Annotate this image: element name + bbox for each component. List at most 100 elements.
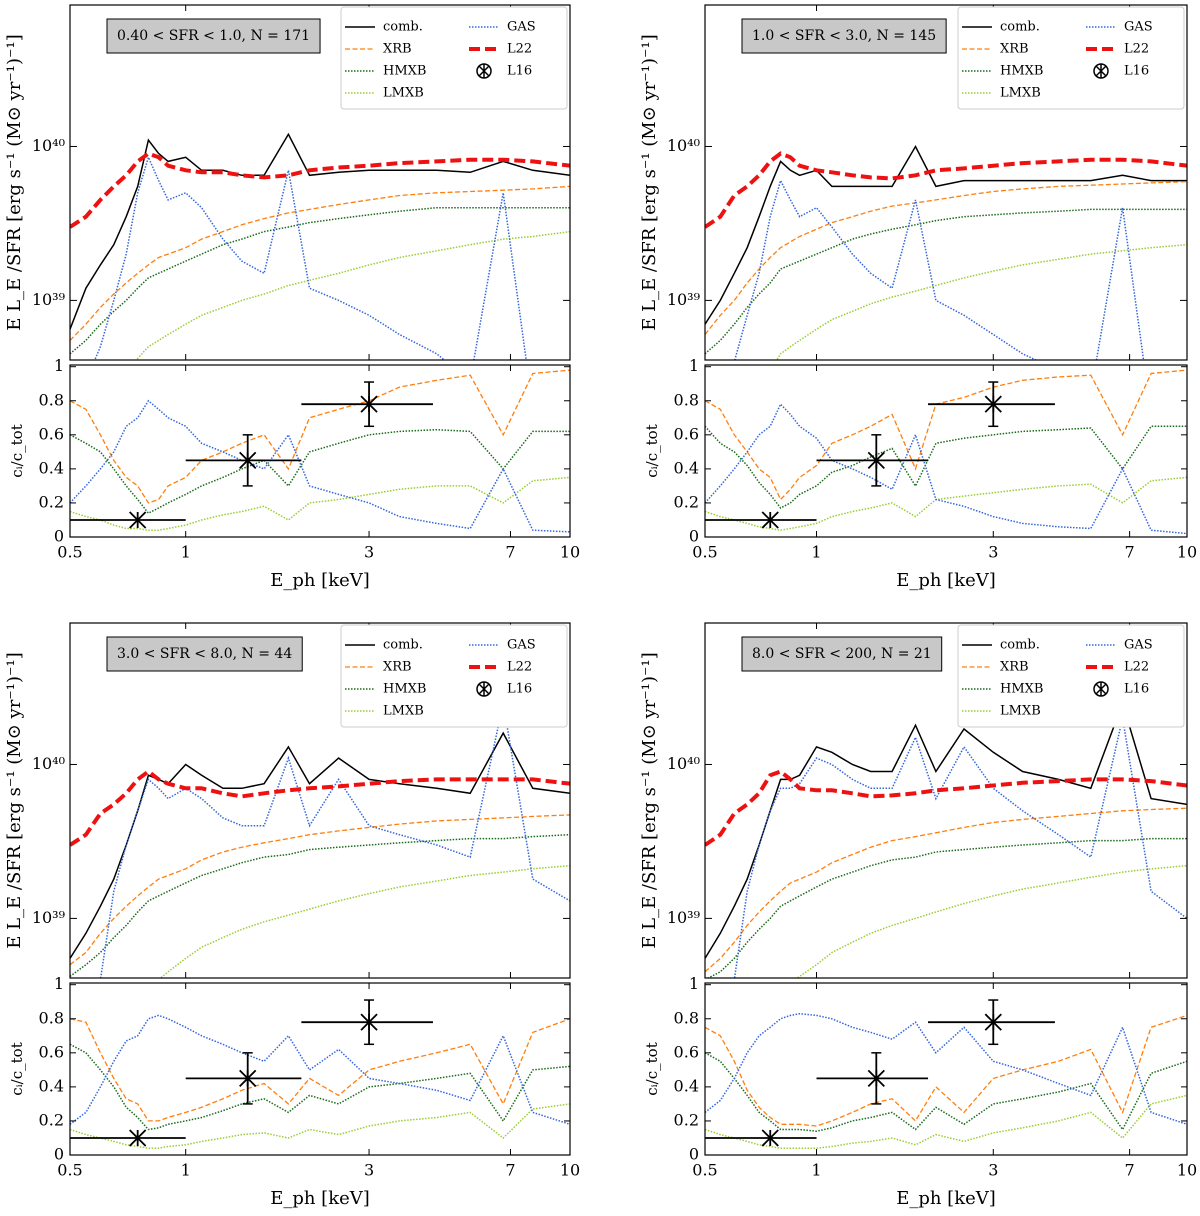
legend-label: comb. [1000, 20, 1040, 35]
x-axis-label: E_ph [keV] [270, 570, 370, 591]
legend-label: XRB [1000, 660, 1029, 675]
y-tick-label: 1 [689, 356, 699, 375]
spectrum-line [705, 807, 1187, 973]
spectrum-line [70, 132, 570, 330]
reference-marker [984, 395, 1002, 413]
reference-marker [129, 511, 147, 529]
axes-frame [704, 364, 1188, 538]
axes-frame [704, 4, 1188, 361]
y-tick-label: 10³⁹ [667, 290, 701, 309]
spectrum-line [733, 178, 1145, 360]
legend-label: HMXB [1000, 682, 1043, 697]
axes-frame [69, 622, 571, 979]
legend-label: L16 [507, 682, 532, 697]
legend-label: XRB [383, 42, 412, 57]
legend-label: LMXB [383, 704, 424, 719]
y-tick-label: 0.4 [39, 458, 64, 477]
legend-label: GAS [507, 20, 536, 35]
x-tick-label: 3 [364, 1161, 374, 1180]
panel: 0.5 1 3 7 10 10³⁹ 10⁴⁰ 0 0.2 0.4 0.6 0.8 1 E L_E /SFR… [639, 622, 1197, 1209]
x-tick-label: 1 [811, 543, 821, 562]
y-axis-label: cᵢ/c_tot [643, 1042, 661, 1095]
annotation-box [106, 636, 303, 672]
legend-label: L22 [1124, 660, 1149, 675]
reference-marker [761, 1129, 779, 1147]
spectrum-line [70, 185, 570, 341]
legend-box [957, 624, 1185, 728]
fraction-line [70, 476, 570, 531]
legend-box [340, 624, 568, 728]
y-tick-label: 0 [54, 527, 64, 546]
y-tick-label: 10³⁹ [32, 908, 66, 927]
legend-label: comb. [383, 20, 423, 35]
spectrum-line [135, 230, 570, 360]
x-tick-label: 0.5 [57, 543, 82, 562]
y-axis-label: E L_E /SFR [erg s⁻¹ (M⊙ yr⁻¹)⁻¹] [4, 34, 25, 331]
y-tick-label: 10³⁹ [667, 908, 701, 927]
y-tick-label: 0.2 [39, 1110, 64, 1129]
axes-frame [69, 982, 571, 1156]
fraction-line [70, 1103, 570, 1149]
reference-marker [239, 451, 257, 470]
fraction-line [705, 476, 1187, 531]
x-tick-label: 10 [560, 543, 580, 562]
legend-swatch [478, 682, 490, 696]
fraction-line [70, 1018, 570, 1122]
legend-box [957, 6, 1185, 110]
fraction-line [70, 1014, 570, 1126]
y-tick-label: 1 [54, 974, 64, 993]
fraction-line [70, 369, 570, 504]
legend-label: LMXB [1000, 704, 1041, 719]
y-axis-label: cᵢ/c_tot [8, 424, 26, 477]
axes-frame [69, 364, 571, 538]
legend-swatch [478, 64, 490, 78]
y-axis-label: E L_E /SFR [erg s⁻¹ (M⊙ yr⁻¹)⁻¹] [639, 652, 660, 949]
spectrum-line [733, 717, 1187, 978]
legend-label: GAS [507, 638, 536, 653]
spectrum-line [70, 151, 570, 229]
y-tick-label: 0.4 [674, 458, 699, 477]
x-tick-label: 1 [181, 1161, 191, 1180]
y-tick-label: 10⁴⁰ [32, 136, 65, 155]
x-tick-label: 7 [505, 543, 515, 562]
legend-swatch [1095, 64, 1107, 78]
legend-label: GAS [1124, 638, 1153, 653]
x-tick-label: 0.5 [692, 1161, 717, 1180]
spectrum-line [70, 768, 570, 847]
panel: 0.5 1 3 7 10 10³⁹ 10⁴⁰ 0 0.2 0.4 0.6 0.8 1 E L_E /SFR… [4, 622, 580, 1209]
annotation: 0.40 < SFR < 1.0, N = 171 [117, 28, 310, 44]
y-tick-label: 0.8 [39, 1008, 64, 1027]
y-tick-label: 10⁴⁰ [32, 754, 65, 773]
x-tick-label: 7 [505, 1161, 515, 1180]
spectrum-line [93, 155, 527, 360]
reference-marker [129, 1129, 147, 1147]
y-axis-label: cᵢ/c_tot [8, 1042, 26, 1095]
y-tick-label: 0.6 [39, 1042, 64, 1061]
spectrum-line [70, 731, 570, 959]
x-tick-label: 0.5 [57, 1161, 82, 1180]
fraction-line [70, 1043, 570, 1131]
legend-label: comb. [383, 638, 423, 653]
reference-marker [360, 395, 378, 413]
x-tick-label: 3 [988, 543, 998, 562]
fraction-line [705, 425, 1187, 509]
legend-label: LMXB [1000, 86, 1041, 101]
legend-label: XRB [1000, 42, 1029, 57]
x-tick-label: 7 [1125, 543, 1135, 562]
x-tick-label: 1 [181, 543, 191, 562]
y-tick-label: 0.2 [674, 1110, 699, 1129]
legend-label: L16 [1124, 64, 1149, 79]
y-tick-label: 10³⁹ [32, 290, 66, 309]
fraction-line [70, 399, 570, 533]
spectrum-line [705, 144, 1187, 325]
spectrum-line [70, 814, 570, 966]
legend-label: LMXB [383, 86, 424, 101]
fraction-line [705, 1094, 1187, 1149]
x-axis-label: E_ph [keV] [270, 1188, 370, 1209]
reference-marker [360, 1013, 378, 1031]
spectrum-line [159, 864, 570, 978]
legend-label: L22 [507, 660, 532, 675]
x-tick-label: 0.5 [692, 543, 717, 562]
y-tick-label: 0 [689, 1145, 699, 1164]
